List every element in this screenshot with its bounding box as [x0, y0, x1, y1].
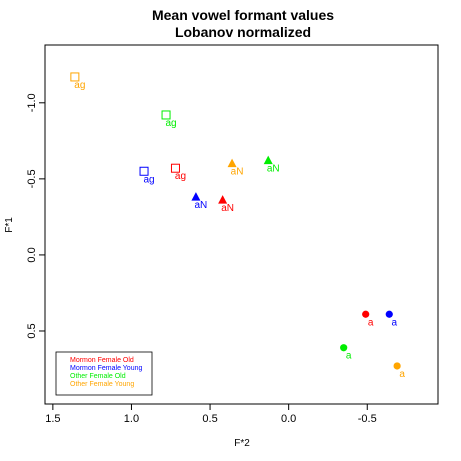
data-point-circle: [393, 362, 401, 370]
y-tick-label: -1.0: [26, 93, 38, 112]
point-label: ag: [175, 171, 186, 182]
point-label: a: [391, 317, 397, 328]
data-point-triangle: [263, 155, 273, 165]
x-tick-label: -0.5: [358, 413, 377, 425]
data-point-square: [170, 163, 180, 173]
legend-entry: Mormon Female Old: [70, 357, 134, 364]
point-label: ag: [165, 118, 176, 129]
legend-entry: Mormon Female Young: [70, 365, 142, 372]
x-tick-label: 1.0: [124, 413, 139, 425]
point-label: a: [346, 351, 352, 362]
legend-entry: Other Female Young: [70, 381, 134, 388]
x-tick-label: 0.0: [281, 413, 296, 425]
data-point-square: [139, 166, 149, 176]
x-axis: 1.5 1.0 0.5 0.0 -0.5: [45, 404, 377, 425]
x-tick-label: 1.5: [45, 413, 60, 425]
point-label: aN: [195, 200, 208, 211]
data-point-circle: [362, 310, 370, 318]
data-point-circle: [340, 344, 348, 352]
chart-title-line-1: Mean vowel formant values: [152, 7, 334, 23]
point-label: aN: [221, 203, 234, 214]
point-label: a: [368, 317, 374, 328]
data-point-square: [70, 72, 80, 82]
x-axis-label: F*2: [234, 438, 250, 449]
x-tick-label: 0.5: [202, 413, 217, 425]
data-point-triangle: [218, 195, 228, 204]
data-points: ag aN a ag aN a ag aN a ag aN a: [70, 72, 405, 380]
y-tick-label: 0.0: [26, 247, 38, 262]
data-point-circle: [385, 310, 393, 318]
data-point-square: [161, 110, 171, 120]
chart-title-line-2: Lobanov normalized: [175, 24, 311, 40]
legend-entry: Other Female Old: [70, 373, 126, 380]
plot-frame: [44, 44, 439, 405]
point-label: ag: [143, 174, 154, 185]
y-tick-label: -0.5: [26, 169, 38, 188]
point-label: aN: [231, 167, 244, 178]
point-label: a: [399, 369, 405, 380]
legend-box: [55, 351, 153, 396]
y-tick-label: 0.5: [26, 323, 38, 338]
data-point-triangle: [227, 158, 237, 168]
y-axis: -1.0 -0.5 0.0 0.5: [26, 93, 45, 339]
point-label: aN: [267, 164, 280, 175]
point-label: ag: [74, 80, 85, 91]
data-point-triangle: [191, 192, 201, 201]
y-axis-label: F*1: [4, 217, 15, 233]
